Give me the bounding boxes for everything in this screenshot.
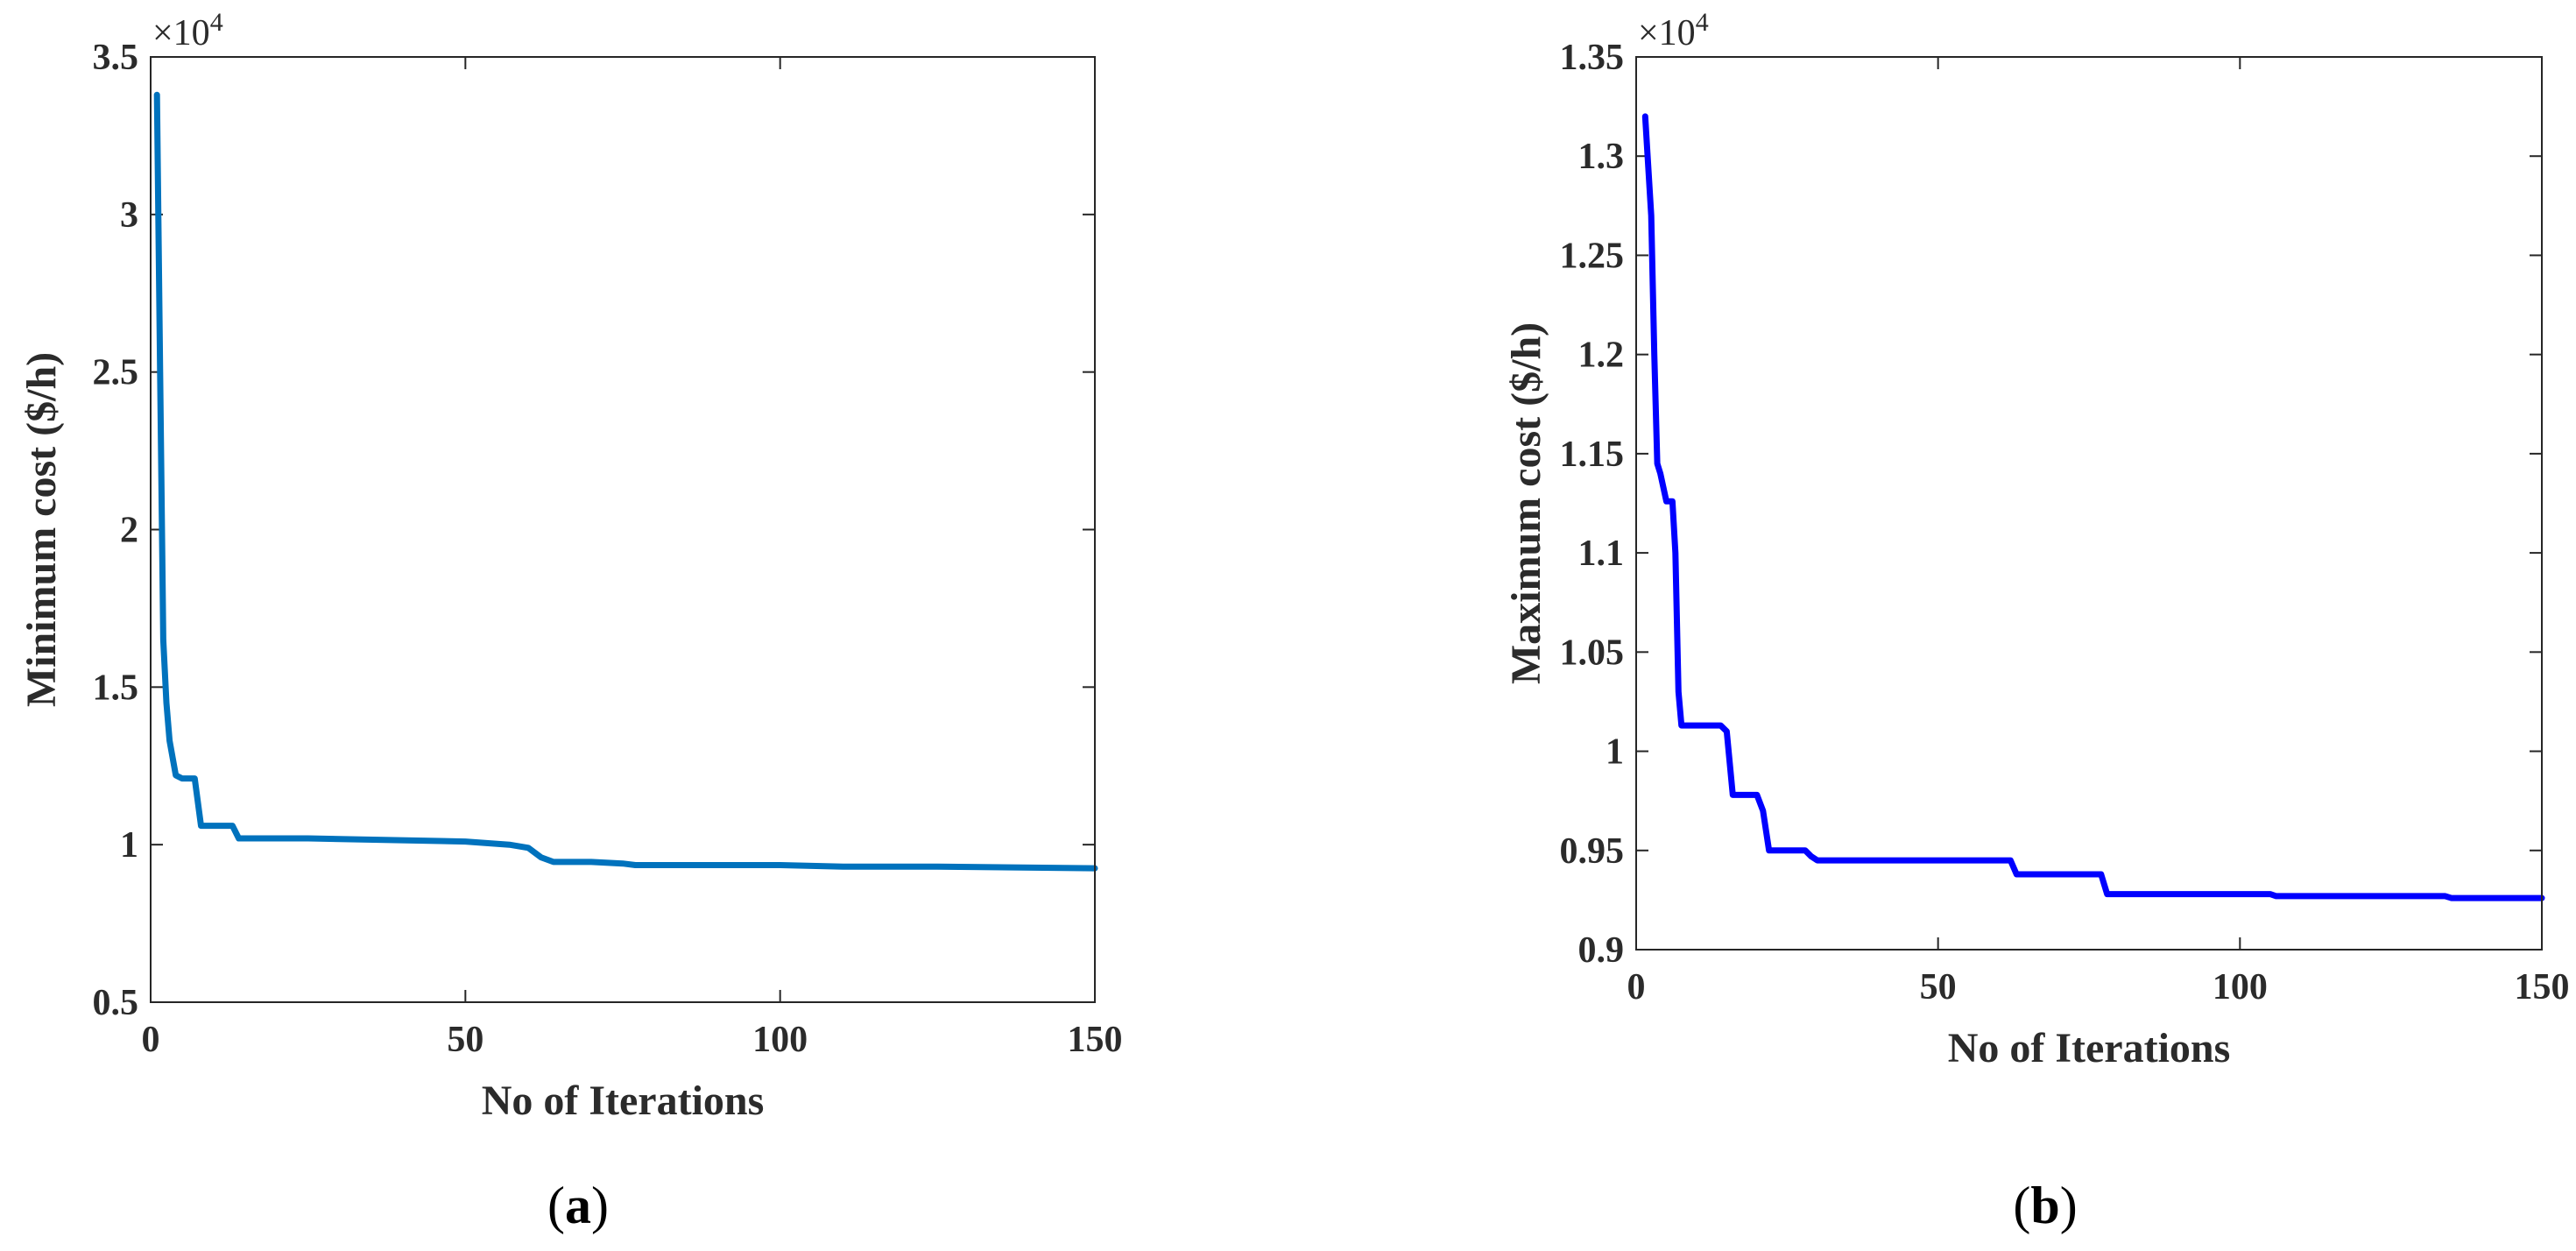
panel-a-y-axis-label: Minimum cost ($/h) [18,352,65,707]
panel-b-x-tick-label: 50 [1920,967,1957,1007]
panel-a-y-tick-label: 2 [120,511,138,551]
panel-a-x-tick-label: 150 [1068,1020,1123,1060]
panel-a-plot-frame [150,56,1096,1003]
panel-b-y-tick-label: 0.95 [1560,831,1625,872]
panel-b-y-axis-ticks: 0.9 0.95 1 1.05 1.1 1.15 1.2 1.25 1.3 1.35 [1560,38,2542,971]
panel-b-y-axis-label: Maximum cost ($/h) [1503,322,1549,684]
panel-b-y-tick-label: 1.3 [1578,137,1625,177]
panel-b-caption: (b) [2013,1177,2077,1234]
panel-a-chart: 0.5 1 1.5 2 2.5 3 3.5 0 50 100 150 ×104 No of Ite… [18,8,1122,1234]
panel-a-x-axis-ticks: 0 50 100 150 [142,57,1123,1060]
panel-b-x-tick-label: 100 [2213,967,2268,1007]
panel-a-x-tick-label: 50 [447,1020,483,1060]
panel-b-chart: 0.9 0.95 1 1.05 1.1 1.15 1.2 1.25 1.3 1.35 0 50 100… [1503,8,2569,1234]
panel-b-x-tick-label: 0 [1627,967,1646,1007]
panel-b-plot-frame [1635,56,2543,951]
panel-a-y-tick-label: 3 [120,195,138,236]
panel-a-series-line [153,91,1098,872]
panel-a-y-tick-label: 1.5 [93,668,139,708]
panel-b-x-axis-ticks: 0 50 100 150 [1627,57,2570,1007]
panel-b-y-tick-label: 1 [1606,732,1624,773]
panel-a-x-tick-label: 100 [752,1020,808,1060]
panel-a-caption: (a) [547,1177,609,1234]
panel-b-y-tick-label: 1.2 [1578,336,1625,376]
panel-a-x-axis-label: No of Iterations [482,1078,765,1124]
panel-b-y-multiplier: ×104 [1638,8,1709,53]
panel-b-y-tick-label: 1.15 [1560,435,1625,475]
panel-a-y-tick-label: 2.5 [93,353,139,393]
panel-b-x-axis-label: No of Iterations [1948,1025,2231,1071]
panel-b-y-tick-label: 1.1 [1578,534,1625,574]
panel-b-y-tick-label: 0.9 [1578,930,1625,971]
panel-a-x-tick-label: 0 [142,1020,160,1060]
panel-b-y-tick-label: 1.25 [1560,236,1625,276]
panel-a-y-tick-label: 0.5 [93,983,139,1023]
panel-a-y-multiplier: ×104 [152,8,223,53]
panel-a-y-axis-ticks: 0.5 1 1.5 2 2.5 3 3.5 [93,38,1095,1023]
panel-a-y-tick-label: 3.5 [93,38,139,78]
panel-b-x-tick-label: 150 [2515,967,2570,1007]
panel-b-y-tick-label: 1.05 [1560,633,1625,673]
panel-b-series-line [1641,113,2545,901]
panel-a-y-tick-label: 1 [120,825,138,866]
panel-b-y-tick-label: 1.35 [1560,38,1625,78]
